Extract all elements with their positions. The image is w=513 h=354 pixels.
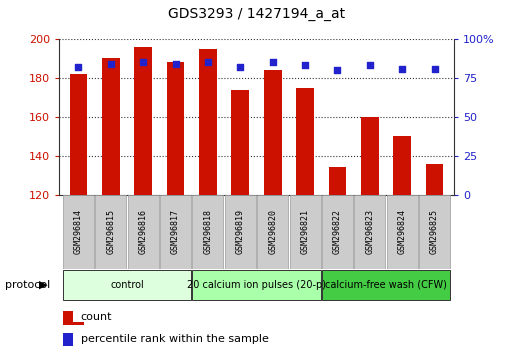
Bar: [354, 195, 385, 269]
Text: 20 calcium ion pulses (20-p): 20 calcium ion pulses (20-p): [187, 280, 326, 290]
Text: GSM296815: GSM296815: [106, 209, 115, 255]
Text: GSM296817: GSM296817: [171, 209, 180, 255]
Bar: [63, 270, 191, 300]
Text: GSM296818: GSM296818: [204, 209, 212, 255]
Bar: [128, 195, 159, 269]
Point: [398, 66, 406, 72]
Point: [139, 59, 147, 65]
Text: GSM296823: GSM296823: [365, 209, 374, 255]
Point: [204, 59, 212, 65]
Text: GSM296824: GSM296824: [398, 209, 407, 255]
Text: GSM296822: GSM296822: [333, 209, 342, 255]
Text: control: control: [110, 280, 144, 290]
Bar: [63, 333, 73, 346]
Text: percentile rank within the sample: percentile rank within the sample: [81, 335, 269, 344]
Bar: [102, 58, 120, 195]
Bar: [63, 311, 73, 324]
Bar: [289, 195, 321, 269]
Bar: [322, 195, 353, 269]
Bar: [199, 49, 217, 195]
Point: [366, 63, 374, 68]
Bar: [361, 117, 379, 195]
Bar: [192, 195, 224, 269]
Bar: [225, 195, 256, 269]
Bar: [70, 74, 87, 195]
Text: GSM296820: GSM296820: [268, 209, 277, 255]
Bar: [393, 136, 411, 195]
Bar: [257, 195, 288, 269]
Bar: [296, 88, 314, 195]
Text: GSM296825: GSM296825: [430, 209, 439, 255]
Text: GSM296821: GSM296821: [301, 209, 309, 255]
Point: [74, 64, 83, 70]
Bar: [167, 62, 185, 195]
Point: [107, 61, 115, 67]
Point: [333, 67, 342, 73]
Bar: [387, 195, 418, 269]
Bar: [419, 195, 450, 269]
Text: calcium-free wash (CFW): calcium-free wash (CFW): [325, 280, 447, 290]
Text: GSM296819: GSM296819: [236, 209, 245, 255]
Text: GSM296816: GSM296816: [139, 209, 148, 255]
Bar: [63, 195, 94, 269]
Point: [171, 61, 180, 67]
Point: [301, 63, 309, 68]
Bar: [160, 195, 191, 269]
Bar: [95, 195, 126, 269]
Text: protocol: protocol: [5, 280, 50, 290]
Point: [236, 64, 244, 70]
Bar: [134, 47, 152, 195]
Bar: [192, 270, 321, 300]
Point: [269, 59, 277, 65]
Bar: [63, 322, 84, 325]
Bar: [328, 167, 346, 195]
Text: GDS3293 / 1427194_a_at: GDS3293 / 1427194_a_at: [168, 7, 345, 21]
Bar: [264, 70, 282, 195]
Text: count: count: [81, 312, 112, 322]
Bar: [322, 270, 450, 300]
Point: [430, 66, 439, 72]
Text: GSM296814: GSM296814: [74, 209, 83, 255]
Bar: [231, 90, 249, 195]
Text: ▶: ▶: [38, 280, 47, 290]
Bar: [426, 164, 443, 195]
